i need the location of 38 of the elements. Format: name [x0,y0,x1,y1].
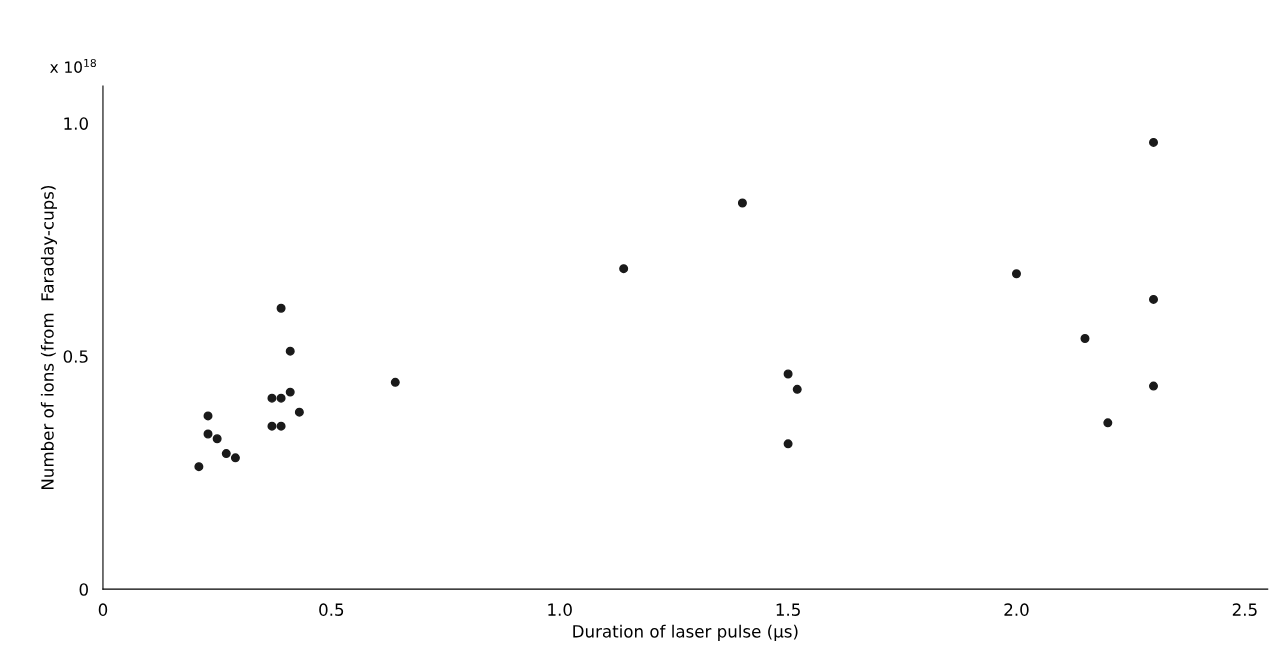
point [294,407,304,417]
x-tick-label: 2.0 [1004,603,1029,616]
point [1149,137,1159,147]
point [276,421,286,431]
point [792,384,802,394]
point [194,462,204,472]
point [1149,294,1159,304]
point [285,387,295,397]
point [783,439,793,449]
point [1149,381,1159,391]
point [276,303,286,313]
point [619,264,629,274]
x-tick-label: 0 [98,603,108,616]
x-tick-label: 2.5 [1232,603,1257,616]
point [230,453,240,463]
point [212,434,222,444]
y-tick-label: 0.5 [63,350,88,363]
x-tick-label: 1.5 [776,603,800,616]
point [1080,334,1090,344]
point [285,346,295,356]
y-tick-label: 1.0 [64,117,88,130]
text: x 10$^{18}$ [50,58,96,73]
y-axis-title: Number of ions (from Faraday-cups) [40,186,58,490]
point [267,421,277,431]
point [737,198,747,208]
point [390,377,400,387]
point [221,449,231,459]
point [1103,418,1113,428]
x-axis-title: Duration of laser pulse (µs) [573,624,798,641]
y-tick-label: 0 [79,583,88,596]
point [783,369,793,379]
point [203,411,213,421]
point [276,393,286,403]
x-tick-label: 1.0 [548,603,572,616]
x-tick-label: 0.5 [319,603,344,616]
point [1011,269,1021,279]
point [267,393,277,403]
point [203,429,213,439]
